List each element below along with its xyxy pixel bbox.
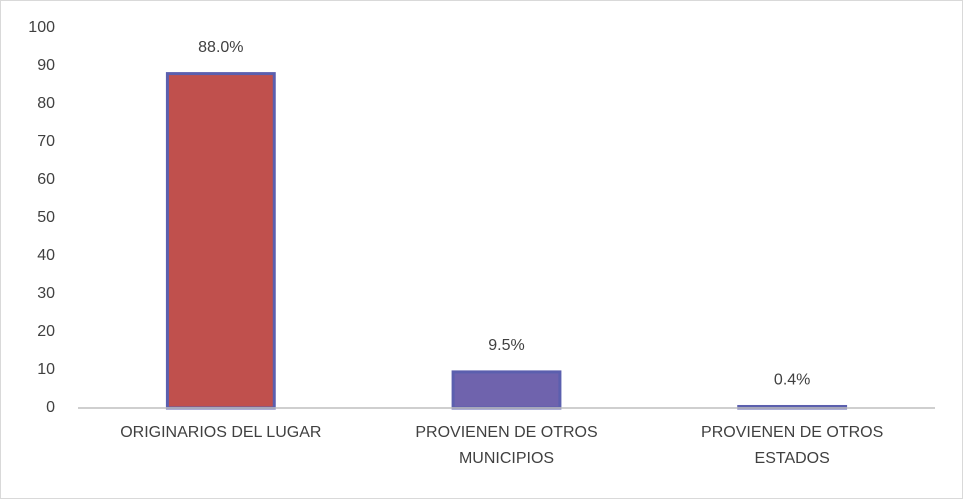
data-label: 0.4%	[774, 372, 810, 389]
y-tick-label: 0	[46, 399, 55, 416]
bar	[165, 72, 276, 410]
y-tick-label: 90	[37, 57, 55, 74]
y-tick-label: 10	[37, 361, 55, 378]
y-tick-label: 40	[37, 247, 55, 264]
y-tick-label: 30	[37, 285, 55, 302]
y-tick-label: 70	[37, 133, 55, 150]
x-tick-label: PROVIENEN DE OTROS ESTADOS	[701, 424, 884, 467]
x-tick-label: ORIGINARIOS DEL LUGAR	[120, 424, 322, 441]
x-tick-label: PROVIENEN DE OTROS MUNICIPIOS	[415, 424, 598, 467]
data-label: 9.5%	[488, 337, 524, 354]
y-tick-label: 100	[28, 19, 55, 36]
y-tick-label: 50	[37, 209, 55, 226]
data-label: 88.0%	[198, 39, 243, 56]
y-tick-label: 60	[37, 171, 55, 188]
y-tick-label: 80	[37, 95, 55, 112]
y-tick-label: 20	[37, 323, 55, 340]
bar	[451, 370, 562, 410]
